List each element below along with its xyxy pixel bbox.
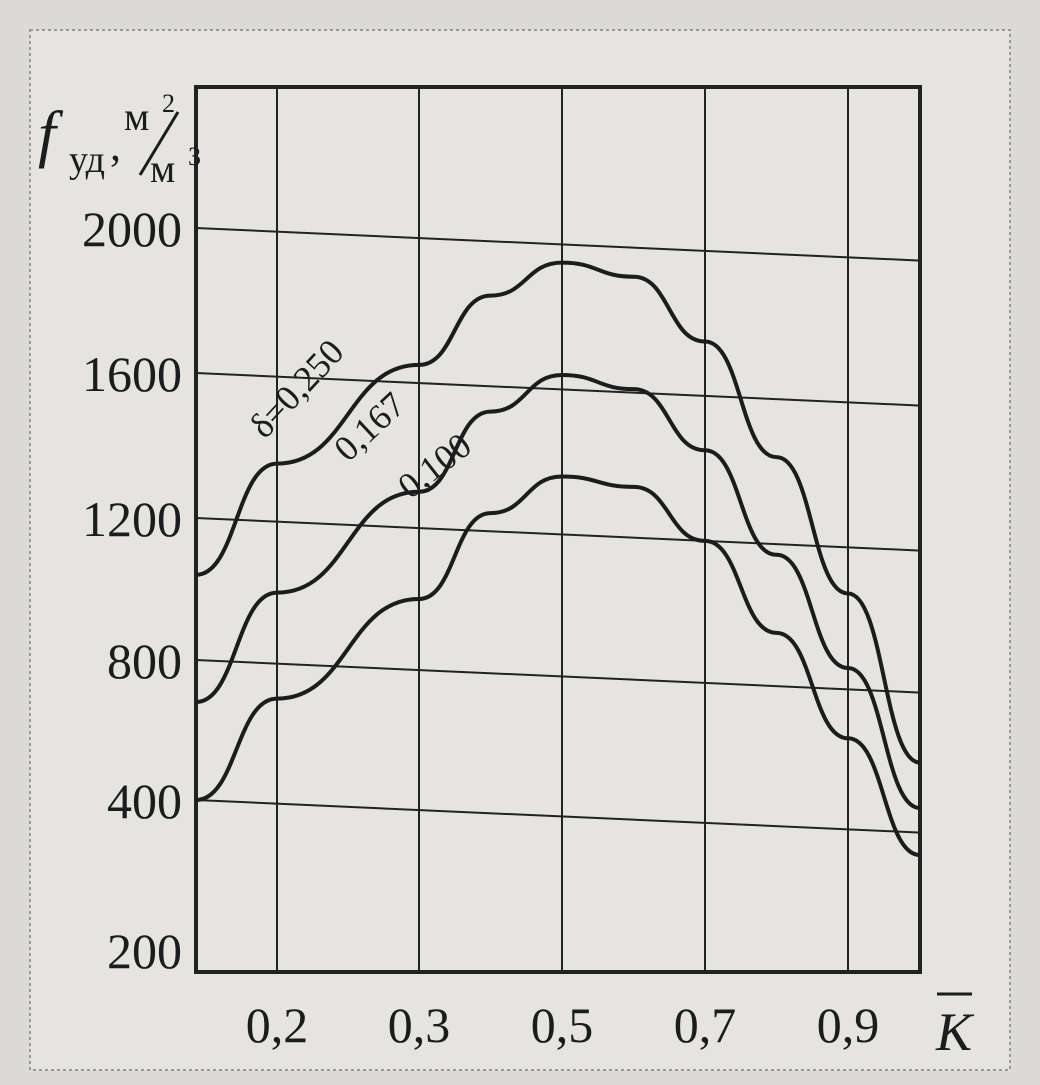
- x-tick-label: 0,3: [388, 997, 451, 1053]
- gridline-y-800: [195, 659, 921, 694]
- y-label-unit-numerator: м: [124, 94, 149, 139]
- gridline-y-400: [195, 799, 921, 834]
- series-lines: [195, 260, 921, 858]
- y-tick-label: 200: [107, 923, 182, 979]
- y-tick-label: 800: [107, 633, 182, 689]
- x-tick-labels: 0,2 0,3 0,5 0,7 0,9: [246, 997, 880, 1053]
- chart-frame: [29, 29, 1011, 1071]
- x-tick-label: 0,2: [246, 997, 309, 1053]
- y-tick-label: 1200: [82, 491, 182, 547]
- grid: [195, 87, 921, 972]
- y-label-comma: ,: [110, 121, 121, 170]
- x-label-text: K: [935, 1002, 975, 1062]
- y-label-unit-numerator-exp: 2: [162, 89, 175, 118]
- gridline-y-2000: [195, 227, 921, 262]
- x-tick-label: 0,5: [531, 997, 594, 1053]
- x-axis-label: K: [935, 992, 975, 1062]
- series-line-1: [195, 373, 921, 811]
- series-line-0: [195, 260, 921, 765]
- gridline-y-1600: [195, 372, 921, 407]
- y-label-subscript: уд: [69, 139, 105, 181]
- y-axis-label: f уд , м 2 м 3: [38, 89, 201, 191]
- gridline-y-1200: [195, 517, 921, 552]
- y-label-unit-slash: [138, 111, 180, 176]
- y-tick-label: 2000: [82, 201, 182, 257]
- y-tick-labels: 200 400 800 1200 1600 2000: [82, 201, 182, 979]
- plot-area-border: [194, 85, 922, 974]
- x-tick-label: 0,7: [674, 997, 737, 1053]
- y-tick-label: 1600: [82, 346, 182, 402]
- series-line-2: [195, 474, 921, 858]
- y-label-unit-denominator: м: [150, 146, 175, 191]
- y-tick-label: 400: [107, 773, 182, 829]
- x-tick-label: 0,9: [817, 997, 880, 1053]
- y-label-unit-denominator-exp: 3: [188, 142, 201, 171]
